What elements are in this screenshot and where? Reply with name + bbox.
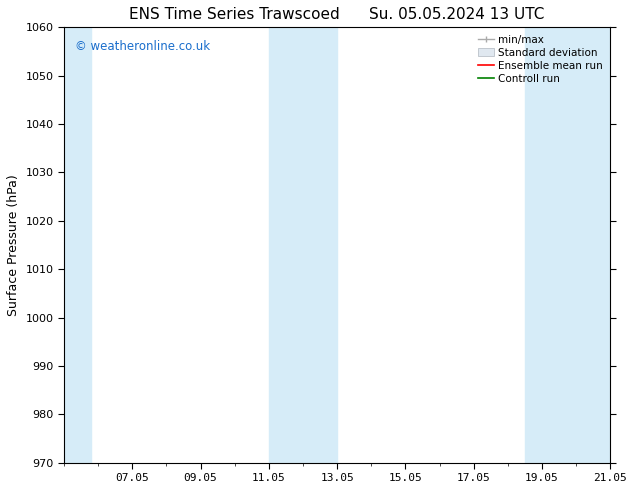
Bar <box>64 27 91 463</box>
Bar <box>269 27 337 463</box>
Y-axis label: Surface Pressure (hPa): Surface Pressure (hPa) <box>7 174 20 316</box>
Text: © weatheronline.co.uk: © weatheronline.co.uk <box>75 40 210 53</box>
Title: ENS Time Series Trawscoed      Su. 05.05.2024 13 UTC: ENS Time Series Trawscoed Su. 05.05.2024… <box>129 7 545 22</box>
Legend: min/max, Standard deviation, Ensemble mean run, Controll run: min/max, Standard deviation, Ensemble me… <box>474 30 607 88</box>
Bar <box>525 27 610 463</box>
